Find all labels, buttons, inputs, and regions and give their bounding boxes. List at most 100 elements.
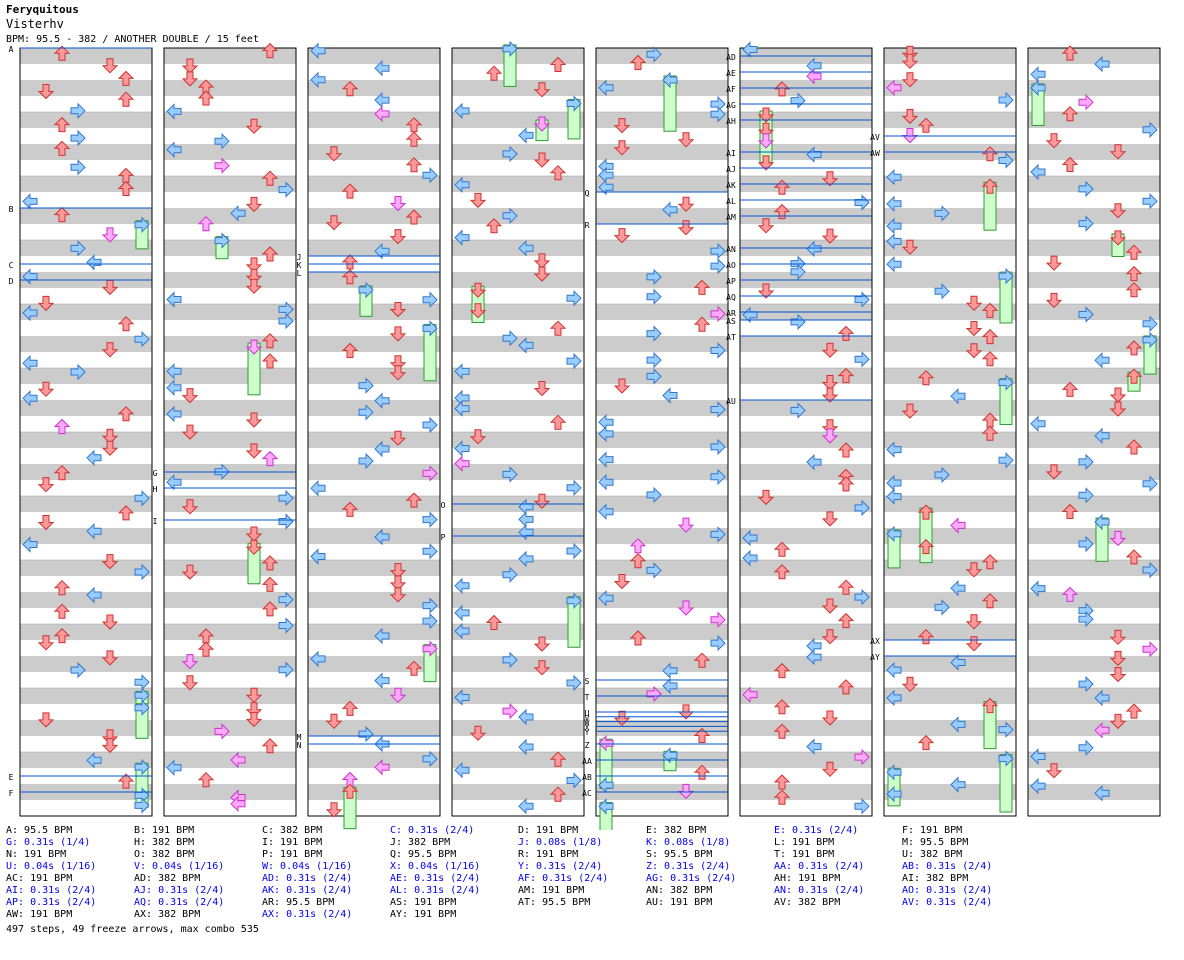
step-arrow: [197, 90, 215, 106]
step-arrow: [101, 58, 119, 74]
beat-band: [308, 480, 440, 496]
beat-band: [20, 336, 152, 352]
step-arrow: [1078, 739, 1094, 757]
step-arrow: [598, 503, 614, 520]
beat-band: [596, 160, 728, 176]
step-arrow: [37, 295, 55, 312]
step-arrow: [549, 414, 567, 430]
step-arrow: [1061, 503, 1079, 519]
step-arrow: [325, 146, 343, 162]
legend-entry: AG: 0.31s (2/4): [646, 873, 737, 884]
beat-band: [740, 224, 872, 240]
step-arrow: [422, 640, 438, 657]
beat-band: [164, 352, 296, 368]
beat-band: [452, 336, 584, 352]
step-arrow: [742, 686, 758, 704]
legend-entry: AR: 95.5 BPM: [262, 897, 335, 908]
beat-band: [740, 768, 872, 784]
step-arrow: [1078, 306, 1094, 323]
legend-entry: AU: 191 BPM: [646, 897, 713, 908]
step-arrow: [278, 181, 294, 198]
step-arrow: [549, 751, 567, 767]
step-arrow: [837, 612, 855, 629]
beat-band: [308, 704, 440, 720]
step-arrow: [261, 170, 279, 186]
step-arrow: [821, 598, 839, 614]
beat-band: [1028, 640, 1160, 656]
step-arrow: [261, 576, 279, 592]
step-arrow: [358, 377, 374, 394]
step-arrow: [806, 648, 822, 666]
beat-band: [452, 144, 584, 160]
beat-band: [452, 400, 584, 416]
step-arrow: [1142, 475, 1158, 492]
beat-band: [164, 384, 296, 400]
beat-band: [164, 656, 296, 672]
step-arrow: [485, 614, 503, 630]
step-arrow: [86, 586, 102, 604]
chart-stats: 497 steps, 49 freeze arrows, max combo 5…: [6, 924, 259, 935]
legend-entry: N: 191 BPM: [6, 849, 67, 860]
step-arrow: [821, 375, 839, 391]
legend-entry: AC: 191 BPM: [6, 873, 73, 884]
beat-band: [740, 368, 872, 384]
beat-band: [308, 560, 440, 576]
beat-band: [20, 304, 152, 320]
legend-entry: X: 0.04s (1/16): [390, 861, 481, 872]
beat-band: [308, 176, 440, 192]
legend-entry: L: 191 BPM: [774, 837, 835, 848]
step-arrow: [965, 562, 983, 578]
step-arrow: [566, 352, 582, 370]
column-border: [1027, 47, 1161, 817]
step-arrow: [310, 548, 326, 565]
step-arrow: [405, 660, 423, 676]
beat-band: [164, 432, 296, 448]
beat-band: [308, 528, 440, 544]
step-arrow: [469, 725, 487, 741]
step-arrow: [998, 267, 1014, 285]
step-arrow: [86, 449, 102, 467]
beat-band: [308, 576, 440, 592]
beat-band: [20, 432, 152, 448]
step-arrow: [790, 263, 806, 281]
bpm-marker-label: D: [9, 277, 14, 286]
chart-column-3: JKL MN: [297, 42, 441, 830]
legend-entry: H: 382 BPM: [134, 837, 195, 848]
beat-band: [740, 544, 872, 560]
step-arrow: [710, 634, 726, 652]
legend-entry: Z: 0.31s (2/4): [646, 861, 731, 872]
step-arrow: [901, 108, 919, 125]
column-border: [451, 47, 585, 817]
beat-band: [596, 256, 728, 272]
beat-band: [452, 512, 584, 528]
legend-entry: AI: 382 BPM: [902, 873, 969, 884]
step-arrow: [710, 526, 726, 543]
beat-band: [596, 240, 728, 256]
step-arrow: [821, 171, 839, 187]
legend-entry: AH: 191 BPM: [774, 873, 841, 884]
step-arrow: [1109, 203, 1127, 219]
beat-band: [884, 768, 1016, 784]
beat-band: [308, 208, 440, 224]
step-arrow: [998, 374, 1014, 391]
beat-band: [884, 544, 1016, 560]
beat-band: [20, 176, 152, 192]
step-arrow: [1109, 629, 1127, 646]
legend-entry: P: 191 BPM: [262, 849, 323, 860]
step-arrow: [245, 539, 263, 556]
step-arrow: [389, 563, 407, 579]
step-arrow: [1078, 610, 1094, 628]
bpm-marker-label: AU: [726, 397, 736, 406]
step-arrow: [422, 750, 438, 768]
bpm-marker-label: AB: [582, 773, 592, 782]
beat-band: [452, 448, 584, 464]
step-arrow: [454, 440, 470, 457]
step-arrow: [598, 798, 614, 815]
step-arrow: [662, 747, 678, 764]
step-arrow: [22, 536, 38, 553]
beat-band: [1028, 384, 1160, 400]
step-arrow: [230, 205, 246, 222]
beat-band: [596, 496, 728, 512]
beat-band: [20, 416, 152, 432]
beat-band: [164, 48, 296, 64]
